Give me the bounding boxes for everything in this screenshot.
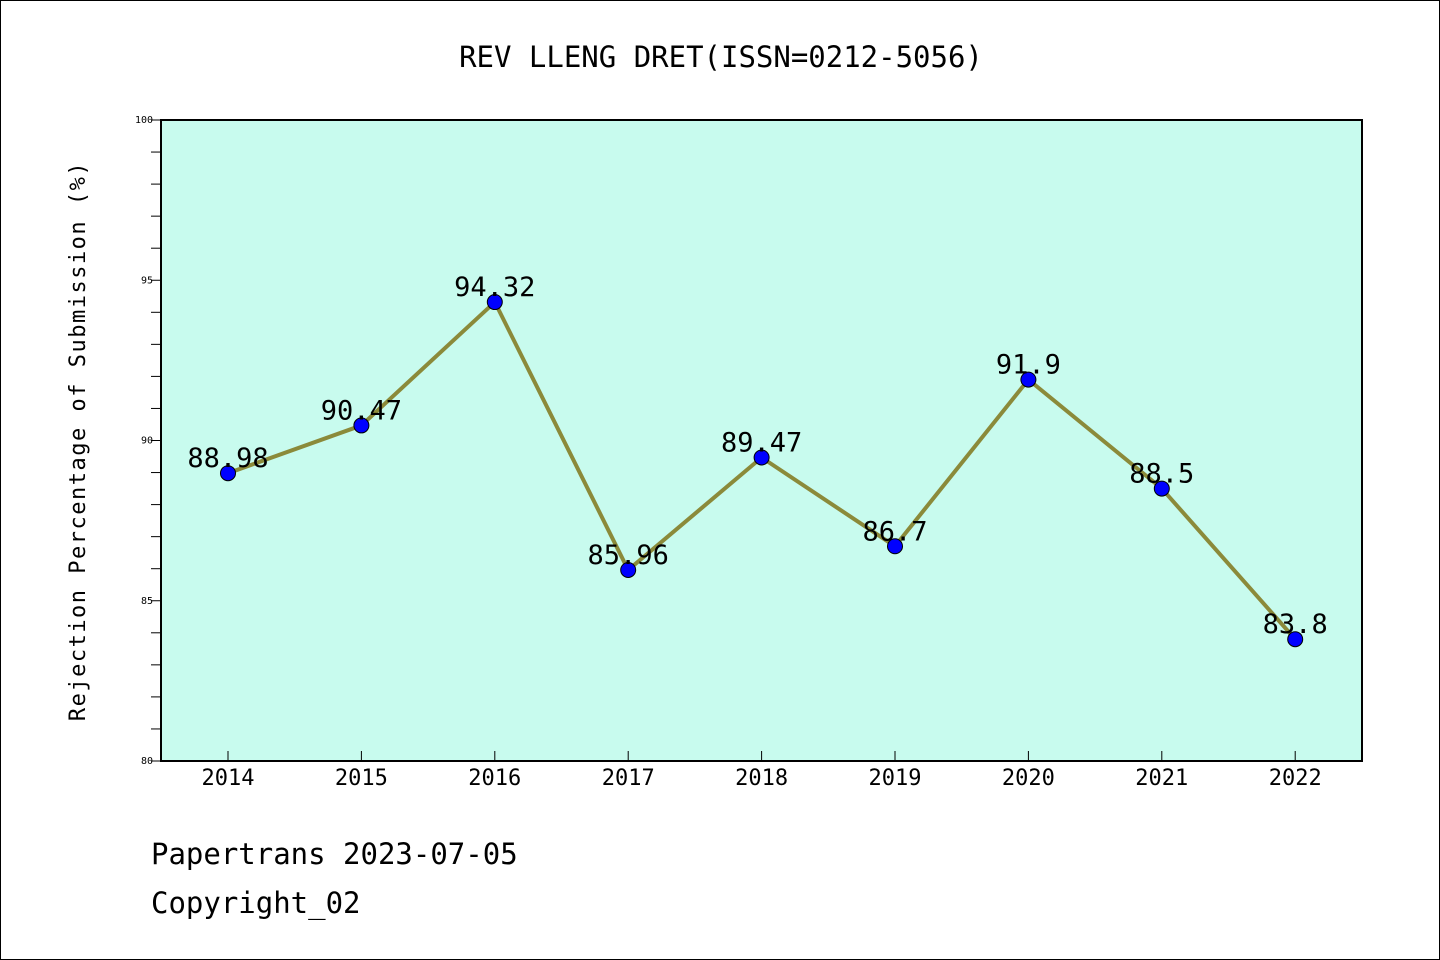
data-point-marker [1153,480,1170,497]
data-point-marker [1287,631,1304,648]
data-label: 86.7 [862,516,927,547]
data-label: 88.98 [187,443,268,474]
x-tick-label: 2018 [735,766,788,791]
footer-copyright: Copyright_02 [151,886,361,920]
data-label: 85.96 [588,540,669,571]
plot-area [160,119,1363,762]
data-point-marker [486,294,503,311]
data-labels-group: 88.98 90.47 94.32 85.96 89.47 86.7 91.9 88.5 83.… [187,272,1327,640]
x-axis-ticks: 2014 2015 2016 2017 2018 2019 2020 2021 2022 [202,751,1322,791]
data-point-marker [1020,371,1037,388]
x-tick-label: 2020 [1002,766,1055,791]
data-point-marker [620,561,637,578]
y-axis-label: Rejection Percentage of Submission (%) [66,161,91,721]
y-axis-ticks: 80 85 90 95 100 [135,115,161,767]
data-label: 88.5 [1129,459,1194,490]
data-label: 90.47 [321,395,402,426]
footer-watermark: Papertrans 2023-07-05 [151,837,518,871]
y-tick-label: 80 [141,756,153,767]
y-tick-label: 100 [135,115,153,126]
data-label: 89.47 [721,427,802,458]
x-tick-label: 2015 [335,766,388,791]
x-tick-label: 2016 [468,766,521,791]
data-label: 94.32 [454,272,535,303]
chart-title: REV LLENG DRET(ISSN=0212-5056) [459,40,983,74]
x-tick-label: 2014 [202,766,255,791]
data-label: 83.8 [1263,609,1328,640]
data-point-marker [887,538,903,555]
x-tick-label: 2021 [1135,766,1188,791]
data-label: 91.9 [996,350,1061,381]
y-tick-label: 90 [141,436,153,447]
y-tick-label: 95 [141,275,153,286]
data-point-marker [753,449,770,466]
y-tick-label: 85 [141,596,153,607]
x-tick-label: 2019 [869,766,922,791]
data-point-marker [353,417,370,434]
x-tick-label: 2017 [602,766,655,791]
data-point-marker [220,465,236,482]
x-tick-label: 2022 [1269,766,1322,791]
series-markers-group [220,294,1304,648]
